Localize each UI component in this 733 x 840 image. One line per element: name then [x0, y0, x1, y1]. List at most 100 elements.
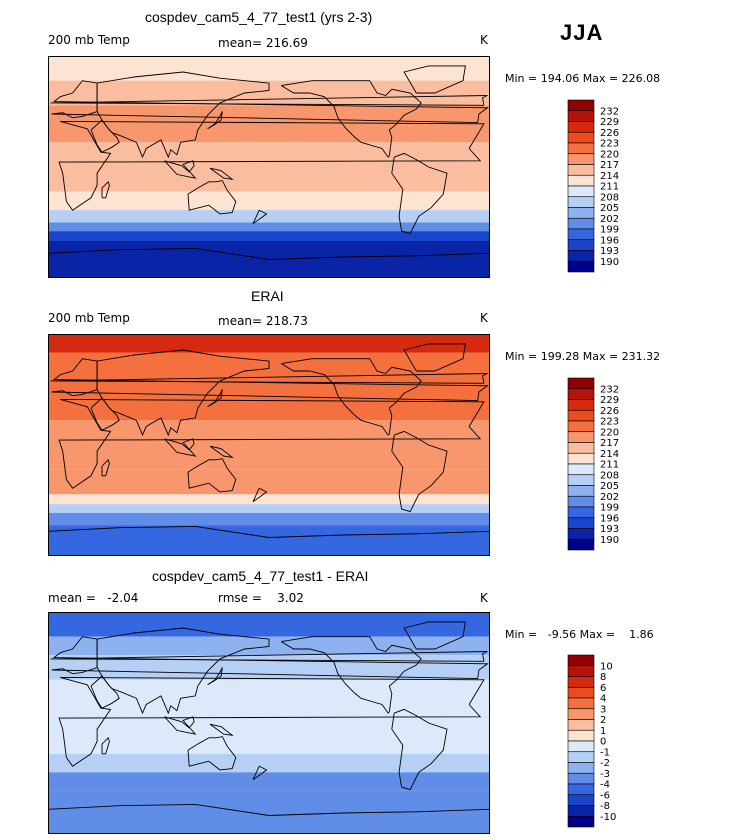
colorbar-swatch [567, 686, 595, 699]
colorbar-swatch [567, 442, 595, 454]
colorbar-swatch [567, 452, 595, 465]
coastline [101, 736, 110, 755]
colorbar-swatch [567, 153, 595, 165]
colorbar-tick-label: 190 [600, 257, 619, 268]
contour-band [48, 420, 490, 470]
contour-band [48, 210, 490, 223]
panel-2-colorbar: 232 229 226 223 220 217 214 211 208 205 202 199 196 1… [567, 377, 619, 551]
colorbar-swatch [567, 729, 595, 742]
colorbar-tick-label: 220 [600, 149, 619, 160]
coastline [209, 167, 234, 180]
contour-band [48, 56, 490, 81]
colorbar-tick-label: 226 [600, 406, 619, 417]
colorbar-swatch [567, 217, 595, 230]
colorbar-swatch [567, 207, 595, 219]
coastline [403, 343, 466, 372]
coastline [207, 111, 223, 130]
coastline [207, 389, 223, 408]
coastline [252, 487, 268, 503]
coastline [281, 80, 422, 158]
panel-3-min-max: Min = -9.56 Max = 1.86 [505, 628, 654, 641]
colorbar-tick-label: 1 [600, 726, 606, 737]
coastline [207, 667, 223, 686]
panel-3-map-svg [48, 612, 490, 834]
colorbar-swatch [567, 783, 595, 796]
colorbar-swatch [567, 142, 595, 155]
colorbar-swatch [567, 495, 595, 508]
panel-2-map [48, 334, 490, 556]
colorbar-tick-label: -6 [600, 790, 610, 801]
colorbar-tick-label: -4 [600, 780, 610, 791]
coastline [58, 398, 485, 489]
contour-band [48, 753, 490, 773]
colorbar-tick-label: 193 [600, 246, 619, 257]
colorbar-swatch [567, 420, 595, 433]
coastline [51, 80, 489, 124]
colorbar-swatch [567, 121, 595, 133]
colorbar-swatch [567, 751, 595, 763]
colorbar-tick-label: 208 [600, 192, 619, 203]
contour-band [48, 790, 490, 834]
coastline [58, 676, 485, 767]
colorbar-tick-label: 202 [600, 214, 619, 225]
colorbar-swatch [567, 805, 595, 817]
coastline [50, 95, 488, 106]
colorbar-tick-label: 226 [600, 128, 619, 139]
colorbar-swatch [567, 164, 595, 176]
colorbar-swatch [567, 463, 595, 476]
colorbar-tick-label: 205 [600, 481, 619, 492]
colorbar-swatch [567, 697, 595, 710]
panel-3-map [48, 612, 490, 834]
coastline [252, 765, 268, 781]
contour-band [48, 231, 490, 241]
colorbar-tick-label: 232 [600, 106, 619, 117]
colorbar-swatch [567, 506, 595, 519]
colorbar-swatch [567, 409, 595, 422]
contour-band [48, 191, 490, 211]
contour-band [48, 504, 490, 513]
colorbar-swatch [567, 676, 595, 688]
colorbar-tick-label: 223 [600, 139, 619, 150]
colorbar-tick-label: 199 [600, 225, 619, 236]
coastline [90, 119, 120, 153]
colorbar-swatch [567, 654, 595, 667]
colorbar-tick-label: 223 [600, 417, 619, 428]
colorbar-swatch [567, 794, 595, 806]
colorbar-tick-label: 217 [600, 160, 619, 171]
coastline [51, 636, 489, 680]
panel-3-mean: mean = -2.04 [48, 591, 139, 605]
colorbar-tick-label: 3 [600, 704, 606, 715]
colorbar-tick-label: 232 [600, 384, 619, 395]
colorbar-tick-label: 10 [600, 661, 613, 672]
panel-1-colorbar-svg: 2322292262232202172142112082052021991961… [567, 99, 619, 273]
colorbar-tick-label: 4 [600, 694, 606, 705]
map-frame [48, 334, 490, 556]
colorbar-swatch [567, 431, 595, 443]
colorbar-tick-label: 220 [600, 427, 619, 438]
colorbar-tick-label: 193 [600, 524, 619, 535]
colorbar-swatch [567, 485, 595, 497]
contour-band [48, 512, 490, 526]
colorbar-swatch [567, 131, 595, 144]
colorbar-swatch [567, 196, 595, 208]
colorbar-tick-label: 217 [600, 438, 619, 449]
contour-band [48, 679, 490, 711]
coastline [209, 723, 234, 736]
colorbar-tick-label: 214 [600, 449, 619, 460]
contour-band [48, 494, 490, 505]
colorbar-swatch [567, 110, 595, 122]
colorbar-swatch [567, 772, 595, 785]
coastline [48, 803, 490, 834]
coastline [50, 373, 488, 384]
panel-1-min-max: Min = 194.06 Max = 226.08 [505, 72, 661, 85]
coastline [101, 458, 110, 477]
panel-3-colorbar: 10 8 6 4 3 2 1 0 -1 -2 -3 -4 -6 -8 -10 [567, 654, 616, 828]
contour-band [48, 469, 490, 495]
panel-2-colorbar-svg: 2322292262232202172142112082052021991961… [567, 377, 619, 551]
colorbar-swatch [567, 399, 595, 411]
contour-band [48, 612, 490, 637]
coastline [96, 349, 270, 437]
coastline [187, 458, 237, 493]
coastline [101, 180, 110, 199]
